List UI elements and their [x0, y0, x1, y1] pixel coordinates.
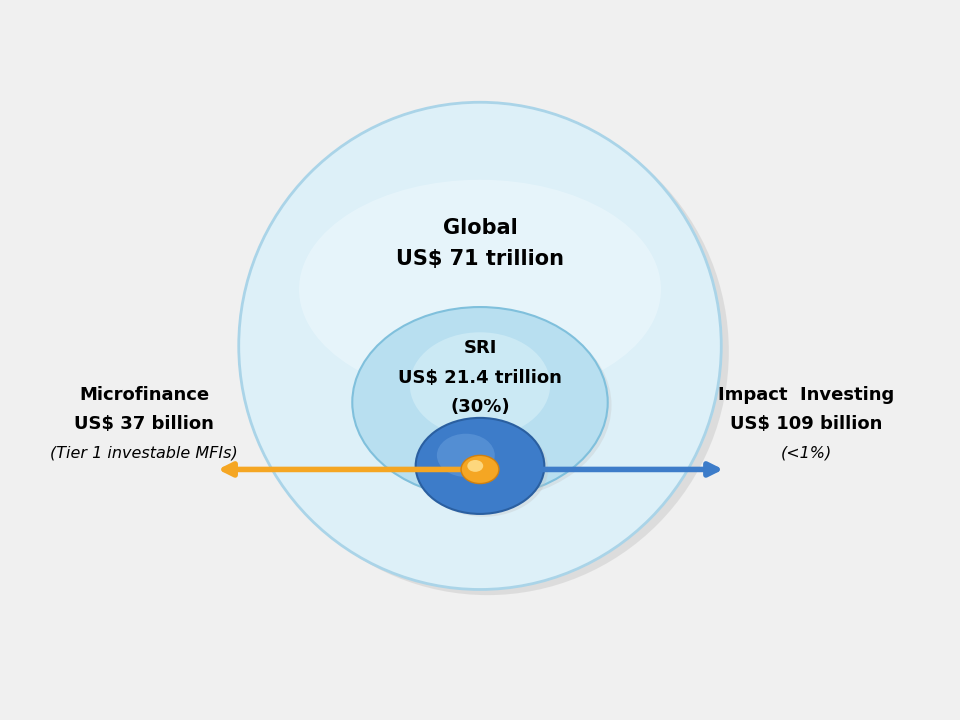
Ellipse shape: [300, 180, 660, 399]
Ellipse shape: [239, 102, 721, 590]
Circle shape: [461, 455, 499, 484]
Text: Microfinance: Microfinance: [79, 387, 209, 405]
Text: US$ 37 billion: US$ 37 billion: [74, 415, 214, 433]
Text: US$ 109 billion: US$ 109 billion: [731, 415, 882, 433]
Circle shape: [352, 307, 608, 498]
Text: (Tier 1 investable MFIs): (Tier 1 investable MFIs): [50, 446, 238, 461]
Circle shape: [437, 433, 494, 477]
Text: Global: Global: [443, 218, 517, 238]
Text: Impact  Investing: Impact Investing: [718, 387, 895, 405]
Ellipse shape: [247, 108, 729, 595]
Text: SRI: SRI: [464, 339, 496, 357]
Circle shape: [420, 420, 548, 517]
Circle shape: [416, 418, 544, 514]
Circle shape: [410, 333, 550, 437]
Text: (<1%): (<1%): [780, 446, 832, 461]
Text: (30%): (30%): [450, 398, 510, 416]
Circle shape: [468, 460, 483, 472]
Circle shape: [356, 310, 612, 500]
Text: US$ 71 trillion: US$ 71 trillion: [396, 249, 564, 269]
Text: US$ 21.4 trillion: US$ 21.4 trillion: [398, 369, 562, 387]
